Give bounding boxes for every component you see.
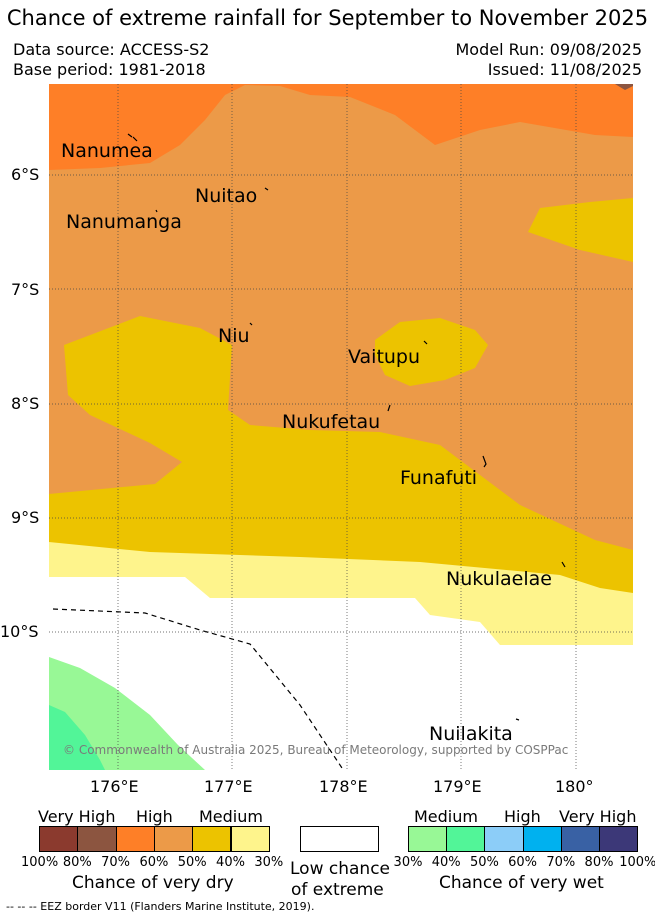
- low-chance-label-line1: Low chance: [290, 859, 390, 879]
- data-source: Data source: ACCESS-S2: [13, 40, 210, 59]
- wet-category-medium: Medium: [414, 807, 478, 826]
- base-period: Base period: 1981-2018: [13, 60, 206, 79]
- legend-swatch: [115, 826, 155, 852]
- zone-dry-40-50-east: [528, 198, 633, 262]
- place-nanumanga: Nanumanga: [66, 211, 182, 233]
- legend-swatch: [446, 826, 486, 852]
- place-nukufetau: Nukufetau: [282, 411, 381, 433]
- legend-swatch: [484, 826, 524, 852]
- legend-percent-label: 100%: [619, 855, 655, 870]
- zone-dry-60-70: [49, 84, 633, 170]
- legend-percent-label: 40%: [216, 855, 245, 870]
- map-title: Chance of extreme rainfall for September…: [6, 6, 649, 30]
- legend-percent-label: 70%: [546, 855, 576, 870]
- zone-dry-40-50-vaitupu: [375, 318, 488, 386]
- lat-label-10s: 10°S: [0, 622, 39, 641]
- legend-swatch: [230, 826, 270, 852]
- model-run: Model Run: 09/08/2025: [455, 40, 643, 59]
- legend-swatch: [408, 826, 448, 852]
- wet-category-high: High: [504, 807, 541, 826]
- lon-label-180: 180°: [555, 777, 594, 796]
- legend-percent-label: 100%: [21, 855, 59, 870]
- dry-category-very-high: Very High: [38, 807, 116, 826]
- dry-legend-title: Chance of very dry: [72, 873, 234, 893]
- place-niu: Niu: [218, 325, 250, 347]
- zone-dry-70-80: [615, 84, 633, 90]
- legend-swatch: [599, 826, 639, 852]
- lat-label-9s: 9°S: [11, 508, 40, 527]
- place-funafuti: Funafuti: [400, 467, 478, 489]
- legend-percent-label: 40%: [431, 855, 461, 870]
- dry-category-high: High: [136, 807, 173, 826]
- lon-label-176e: 176°E: [90, 777, 139, 796]
- wet-category-very-high: Very High: [559, 807, 637, 826]
- lat-label-7s: 7°S: [11, 280, 40, 299]
- legend-swatch: [77, 826, 117, 852]
- place-vaitupu: Vaitupu: [348, 346, 421, 368]
- zone-low-chance: [49, 577, 633, 770]
- legend-swatch: [560, 826, 600, 852]
- place-nuilakita: Nuilakita: [429, 723, 513, 745]
- lon-label-178e: 178°E: [319, 777, 368, 796]
- legend-swatch: [153, 826, 194, 852]
- legend-percent-label: 50%: [177, 855, 207, 870]
- legend-percent-label: 50%: [469, 855, 499, 870]
- graticule: [49, 84, 633, 770]
- legend-percent-label: 80%: [62, 855, 92, 870]
- copyright-notice: © Commonwealth of Australia 2025, Bureau…: [63, 743, 569, 757]
- issued-date: Issued: 11/08/2025: [487, 60, 642, 79]
- low-chance-swatch: [300, 826, 379, 852]
- lon-label-177e: 177°E: [204, 777, 253, 796]
- eez-border: [52, 608, 343, 769]
- legend-swatch: [192, 826, 232, 852]
- legend-percent-label: 60%: [508, 855, 538, 870]
- eez-note: -- -- -- EEZ border V11 (Flanders Marine…: [6, 900, 315, 913]
- dry-category-medium: Medium: [199, 807, 263, 826]
- lat-label-8s: 8°S: [11, 394, 40, 413]
- legend-swatch: [39, 826, 79, 852]
- legend-swatch: [522, 826, 562, 852]
- low-chance-label-line2: of extreme: [291, 880, 384, 900]
- legend-percent-label: 80%: [584, 855, 614, 870]
- legend-percent-label: 30%: [393, 855, 423, 870]
- island-shapes: [127, 133, 566, 721]
- place-nukulaelae: Nukulaelae: [446, 568, 552, 590]
- legend-percent-label: 60%: [139, 855, 169, 870]
- legend-percent-label: 30%: [254, 855, 284, 870]
- legend-percent-label: 70%: [101, 855, 131, 870]
- lon-label-179e: 179°E: [433, 777, 482, 796]
- rainfall-map: [49, 84, 633, 770]
- place-nanumea: Nanumea: [61, 140, 153, 162]
- wet-legend-title: Chance of very wet: [439, 873, 604, 893]
- place-nuitao: Nuitao: [195, 185, 258, 207]
- lat-label-6s: 6°S: [11, 165, 40, 184]
- zone-wet-40-50: [49, 705, 105, 770]
